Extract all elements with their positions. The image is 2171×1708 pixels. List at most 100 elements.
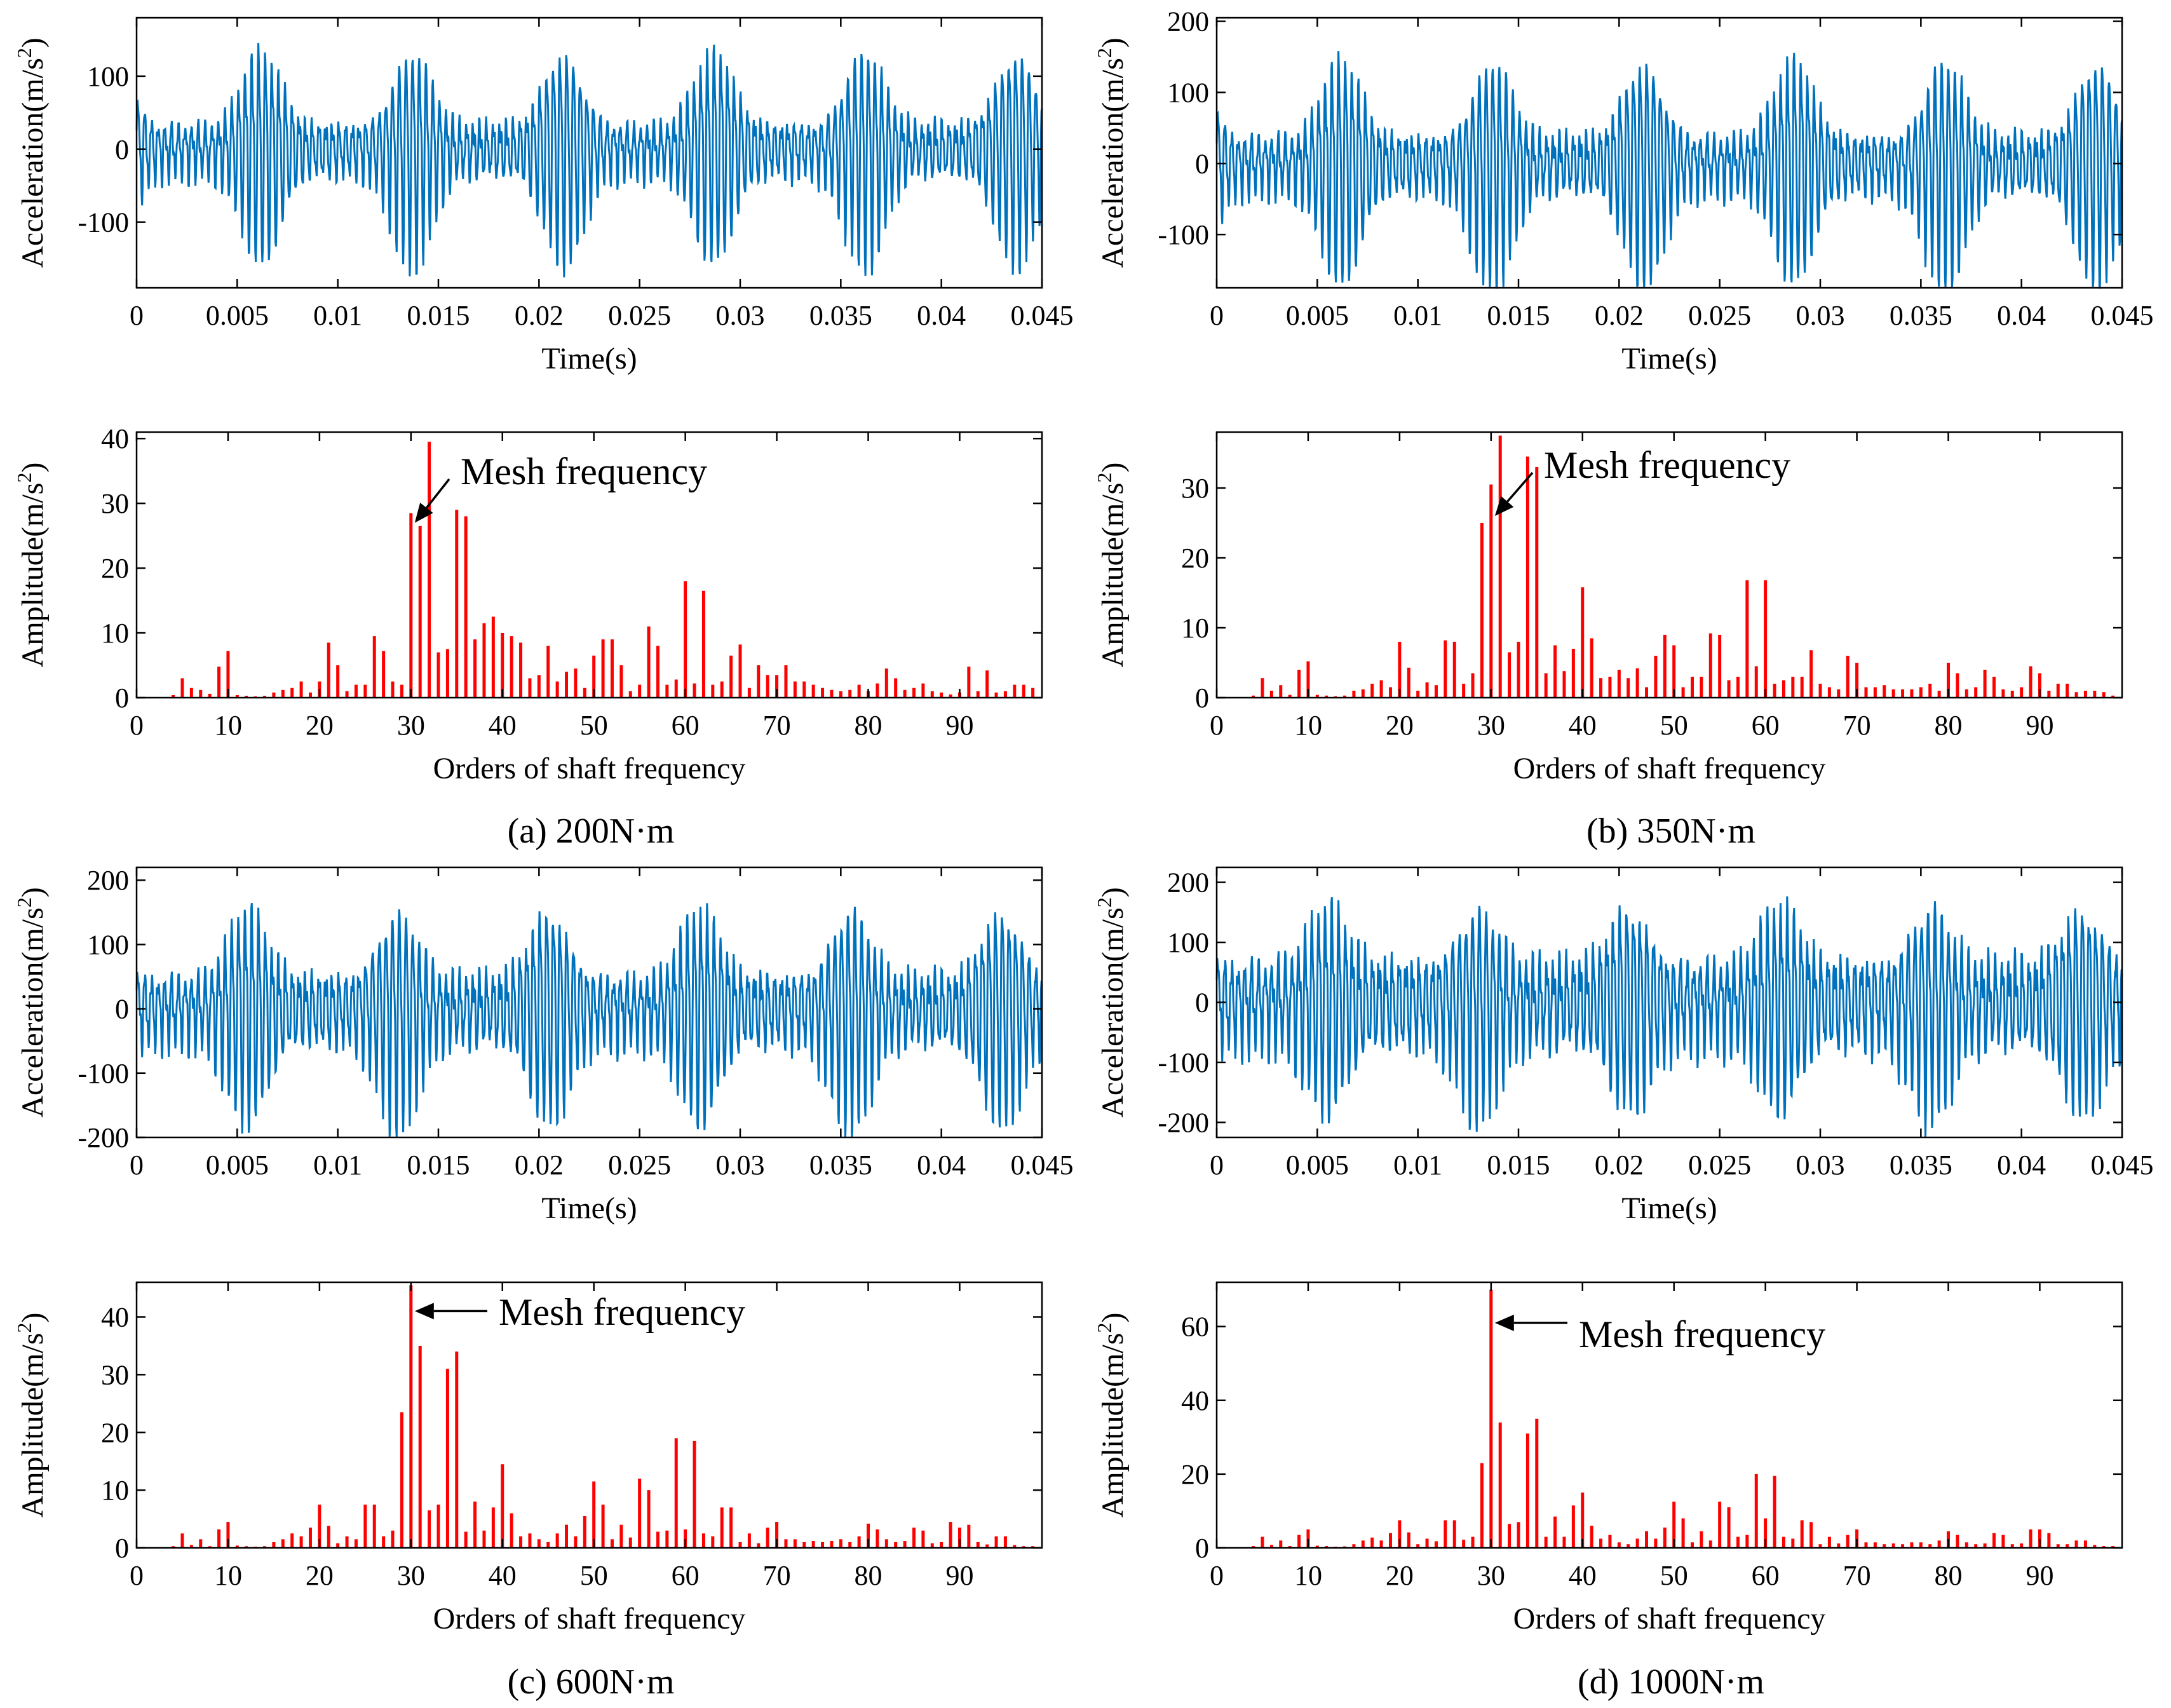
y-tick-label: 30 <box>1181 473 1209 504</box>
x-tick-label: 70 <box>763 1560 791 1591</box>
x-tick-label: 0.03 <box>1796 300 1845 331</box>
x-tick-label: 0.045 <box>2091 1149 2154 1181</box>
y-axis-label-main: Acceleration(m/s <box>1096 58 1130 268</box>
x-tick-label: 90 <box>945 1560 973 1591</box>
x-tick-label: 60 <box>672 710 700 741</box>
x-tick-label: 0.005 <box>206 1149 269 1181</box>
y-axis-label-end: ) <box>16 887 50 897</box>
x-tick-label: 40 <box>1569 1560 1597 1591</box>
y-tick-label: -200 <box>78 1122 129 1153</box>
y-tick-label: 0 <box>1195 148 1209 179</box>
x-tick-label: 0.015 <box>407 300 470 331</box>
axes-frame <box>1215 1281 2123 1549</box>
y-axis-label: Acceleration(m/s2) <box>1093 887 1130 1118</box>
y-axis-label: Amplitude(m/s2) <box>1093 463 1130 668</box>
annotation-arrow-shaft <box>426 478 450 509</box>
annotation-arrow-head <box>414 503 433 523</box>
x-tick-label: 0.04 <box>917 300 966 331</box>
x-tick-label: 0.005 <box>206 300 269 331</box>
y-axis-label-main: Amplitude(m/s <box>16 1333 50 1518</box>
x-axis-label: Orders of shaft frequency <box>1513 1602 1826 1636</box>
chart-panel-a-bar: 0 10 20 30 40 50 60 70 80 90 0 10 20 30 40 Orders of sh… <box>13 423 1043 785</box>
x-tick-label: 60 <box>672 1560 700 1591</box>
y-tick-label: 0 <box>115 134 129 165</box>
x-tick-label: 10 <box>1294 1560 1322 1591</box>
x-tick-label: 30 <box>1477 1560 1505 1591</box>
x-tick-label: 10 <box>1294 710 1322 741</box>
x-tick-label: 70 <box>763 710 791 741</box>
x-tick-label: 50 <box>1660 1560 1688 1591</box>
x-tick-label: 30 <box>1477 710 1505 741</box>
y-tick-label: 40 <box>101 1302 129 1333</box>
series-line-b <box>1215 51 2123 289</box>
x-tick-label: 0.015 <box>407 1149 470 1181</box>
x-tick-label: 0.025 <box>1688 300 1751 331</box>
x-tick-label: 0.02 <box>1595 1149 1644 1181</box>
caption-d: (d) 1000N·m <box>1578 1662 1764 1702</box>
x-tick-label: 0.01 <box>1393 1149 1442 1181</box>
y-axis-label-end: ) <box>16 1313 50 1323</box>
y-axis-label-end: ) <box>16 463 50 473</box>
x-tick-label: 0 <box>1210 1149 1224 1181</box>
y-tick-label: 20 <box>1181 1459 1209 1490</box>
x-tick-label: 0.01 <box>313 1149 362 1181</box>
y-tick-label: 20 <box>101 1417 129 1448</box>
y-axis-label-superscript: 2 <box>13 1323 36 1333</box>
y-axis-label-end: ) <box>1096 463 1130 473</box>
chart-panel-b-line: 0 0.005 0.01 0.015 0.02 0.025 0.03 0.035 0.04 0.0… <box>1093 6 2154 376</box>
x-axis-label: Orders of shaft frequency <box>433 1602 746 1636</box>
x-tick-label: 0.025 <box>608 300 671 331</box>
y-tick-label: 100 <box>87 61 129 92</box>
y-axis-label-end: ) <box>1096 37 1130 48</box>
caption-a: (a) 200N·m <box>508 811 675 851</box>
series-line-d <box>1215 896 2123 1138</box>
y-tick-label: 30 <box>101 1359 129 1390</box>
x-tick-label: 0.045 <box>1011 300 1074 331</box>
y-axis-label-end: ) <box>16 37 50 48</box>
y-axis-label: Acceleration(m/s2) <box>13 887 50 1118</box>
y-axis-label: Acceleration(m/s2) <box>1093 37 1130 268</box>
chart-panel-d-line: 0 0.005 0.01 0.015 0.02 0.025 0.03 0.035 0.04 0.0… <box>1093 866 2154 1225</box>
annotation-mesh-frequency: Mesh frequency <box>499 1291 745 1333</box>
y-axis-label-superscript: 2 <box>1093 473 1116 483</box>
x-tick-label: 30 <box>397 710 425 741</box>
y-axis-label-main: Acceleration(m/s <box>16 58 50 268</box>
y-axis-label-superscript: 2 <box>13 48 36 58</box>
x-tick-label: 30 <box>397 1560 425 1591</box>
x-axis-label: Time(s) <box>1621 342 1717 376</box>
x-tick-label: 50 <box>1660 710 1688 741</box>
y-tick-label: -200 <box>1158 1107 1209 1138</box>
axes-frame <box>135 866 1043 1139</box>
y-axis-label-superscript: 2 <box>1093 897 1116 907</box>
y-tick-label: 0 <box>115 1533 129 1564</box>
y-axis-label-main: Amplitude(m/s <box>1096 1333 1130 1518</box>
x-axis-label: Orders of shaft frequency <box>433 752 746 785</box>
x-tick-label: 0.015 <box>1487 1149 1550 1181</box>
x-tick-label: 0.02 <box>515 1149 564 1181</box>
axes-frame <box>135 1281 1043 1549</box>
y-tick-label: -100 <box>78 207 129 238</box>
axes-frame <box>135 431 1043 699</box>
x-tick-label: 0.01 <box>1393 300 1442 331</box>
x-tick-label: 80 <box>1935 710 1963 741</box>
chart-panel-c-line: 0 0.005 0.01 0.015 0.02 0.025 0.03 0.035 0.04 0.0… <box>13 865 1074 1225</box>
y-tick-label: 10 <box>1181 613 1209 644</box>
x-tick-label: 0.03 <box>716 1149 765 1181</box>
annotation-arrow-head <box>1494 496 1514 516</box>
y-axis-label-main: Acceleration(m/s <box>1096 907 1130 1118</box>
x-tick-label: 0 <box>130 300 144 331</box>
x-tick-label: 60 <box>1752 710 1780 741</box>
y-axis-label-end: ) <box>1096 1313 1130 1323</box>
x-tick-label: 0.04 <box>1997 1149 2046 1181</box>
y-tick-label: 20 <box>1181 543 1209 574</box>
x-tick-label: 0.045 <box>1011 1149 1074 1181</box>
y-tick-label: 30 <box>101 488 129 519</box>
y-tick-label: 40 <box>1181 1385 1209 1416</box>
x-tick-label: 0 <box>130 1560 144 1591</box>
annotation-mesh-frequency: Mesh frequency <box>461 451 707 492</box>
y-tick-label: 200 <box>87 865 129 896</box>
caption-c: (c) 600N·m <box>508 1662 675 1702</box>
y-tick-label: -100 <box>1158 219 1209 250</box>
x-tick-label: 0 <box>1210 710 1224 741</box>
x-tick-label: 40 <box>489 1560 517 1591</box>
